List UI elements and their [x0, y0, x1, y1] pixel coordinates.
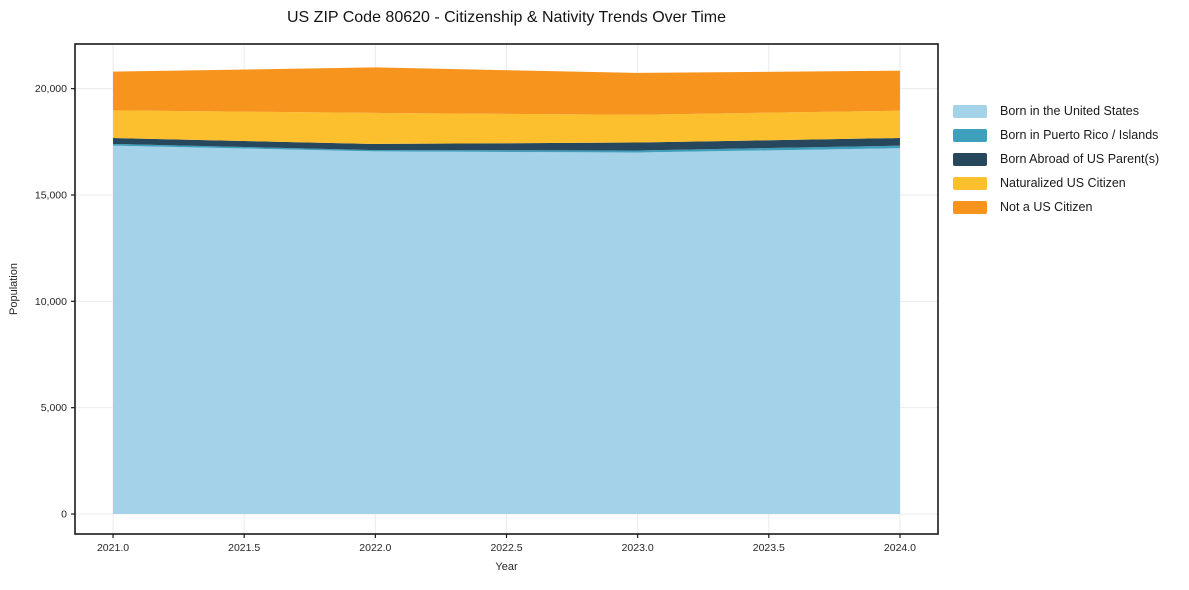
- legend-swatch-born-abroad: [953, 152, 987, 166]
- legend-label-born-in-us: Born in the United States: [1000, 104, 1139, 118]
- area-series-3: [113, 110, 900, 144]
- x-tick-label: 2022.0: [359, 542, 391, 554]
- y-axis-label: Population: [8, 263, 20, 315]
- area-series-4: [113, 67, 900, 115]
- legend-swatch-naturalized: [953, 176, 987, 190]
- y-tick-label: 20,000: [35, 83, 67, 95]
- area-series-2: [113, 138, 900, 151]
- y-tick-label: 5,000: [41, 402, 67, 414]
- y-tick-label: 10,000: [35, 296, 67, 308]
- legend-swatch-not-citizen: [953, 200, 987, 214]
- legend-label-not-citizen: Not a US Citizen: [1000, 200, 1093, 214]
- legend-label-born-abroad: Born Abroad of US Parent(s): [1000, 152, 1160, 166]
- area-series-0: [113, 145, 900, 515]
- x-tick-label: 2022.5: [490, 542, 522, 554]
- chart-title: US ZIP Code 80620 - Citizenship & Nativi…: [287, 9, 726, 26]
- y-tick-label: 15,000: [35, 189, 67, 201]
- legend-swatch-born-in-us: [953, 104, 987, 118]
- legend-item: Not a US Citizen: [953, 200, 1159, 214]
- legend-item: Naturalized US Citizen: [953, 176, 1159, 190]
- x-tick-label: 2023.5: [753, 542, 785, 554]
- legend-label-naturalized: Naturalized US Citizen: [1000, 176, 1126, 190]
- area-series-1: [113, 143, 900, 153]
- legend-item: Born in Puerto Rico / Islands: [953, 128, 1159, 142]
- x-tick-label: 2021.0: [97, 542, 129, 554]
- legend-label-puerto-rico-islands: Born in Puerto Rico / Islands: [1000, 128, 1159, 142]
- legend: Born in the United States Born in Puerto…: [953, 104, 1159, 214]
- x-tick-label: 2024.0: [884, 542, 916, 554]
- legend-swatch-puerto-rico-islands: [953, 128, 987, 142]
- legend-item: Born in the United States: [953, 104, 1159, 118]
- y-tick-label: 0: [61, 509, 67, 521]
- legend-item: Born Abroad of US Parent(s): [953, 152, 1159, 166]
- x-axis-label: Year: [495, 561, 518, 573]
- x-tick-label: 2021.5: [228, 542, 260, 554]
- x-tick-label: 2023.0: [622, 542, 654, 554]
